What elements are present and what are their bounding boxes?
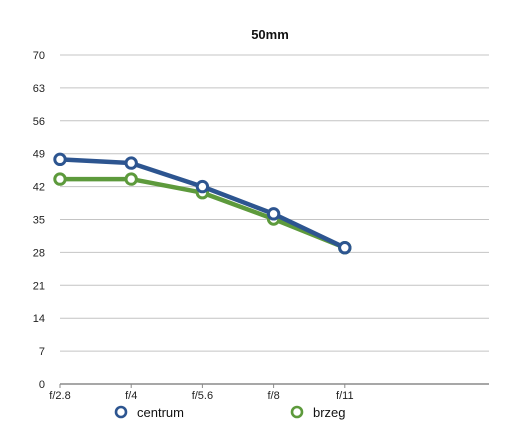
- data-point-centrum: [195, 179, 210, 194]
- y-tick-label: 7: [39, 346, 45, 358]
- y-axis-ticks: 0 7 14 21 28 35 42 49 56 63 70: [33, 50, 45, 391]
- legend: centrum brzeg: [114, 405, 346, 420]
- x-tick-label: f/4: [125, 390, 137, 402]
- y-tick-label: 28: [33, 247, 45, 259]
- data-point-centrum: [124, 156, 138, 170]
- chart-title: 50mm: [251, 27, 289, 42]
- legend-marker-brzeg: [290, 405, 304, 419]
- x-axis-ticks: f/2.8 f/4 f/5.6 f/8 f/11: [49, 384, 354, 402]
- y-tick-label: 35: [33, 215, 45, 227]
- y-tick-label: 49: [33, 149, 45, 161]
- data-point-brzeg: [53, 172, 67, 186]
- legend-item-brzeg: brzeg: [290, 405, 346, 420]
- series-group: [53, 152, 352, 255]
- series-centrum: [53, 152, 352, 255]
- y-tick-label: 70: [33, 50, 45, 62]
- series-line-centrum: [57, 157, 348, 250]
- legend-marker-centrum: [114, 405, 128, 419]
- y-tick-label: 63: [33, 83, 45, 95]
- legend-label-centrum: centrum: [137, 405, 184, 420]
- x-tick-label: f/5.6: [192, 390, 213, 402]
- y-tick-label: 56: [33, 116, 45, 128]
- data-point-centrum: [266, 207, 281, 221]
- x-tick-label: f/11: [336, 390, 354, 402]
- y-tick-label: 21: [33, 280, 45, 292]
- y-tick-label: 42: [33, 182, 45, 194]
- data-point-brzeg: [124, 172, 138, 186]
- legend-item-centrum: centrum: [114, 405, 184, 420]
- legend-label-brzeg: brzeg: [313, 405, 346, 420]
- data-point-centrum: [338, 241, 352, 255]
- x-tick-label: f/2.8: [49, 390, 70, 402]
- x-tick-label: f/8: [267, 390, 279, 402]
- y-tick-label: 0: [39, 379, 45, 391]
- y-tick-label: 14: [33, 313, 45, 325]
- data-point-centrum: [53, 152, 67, 167]
